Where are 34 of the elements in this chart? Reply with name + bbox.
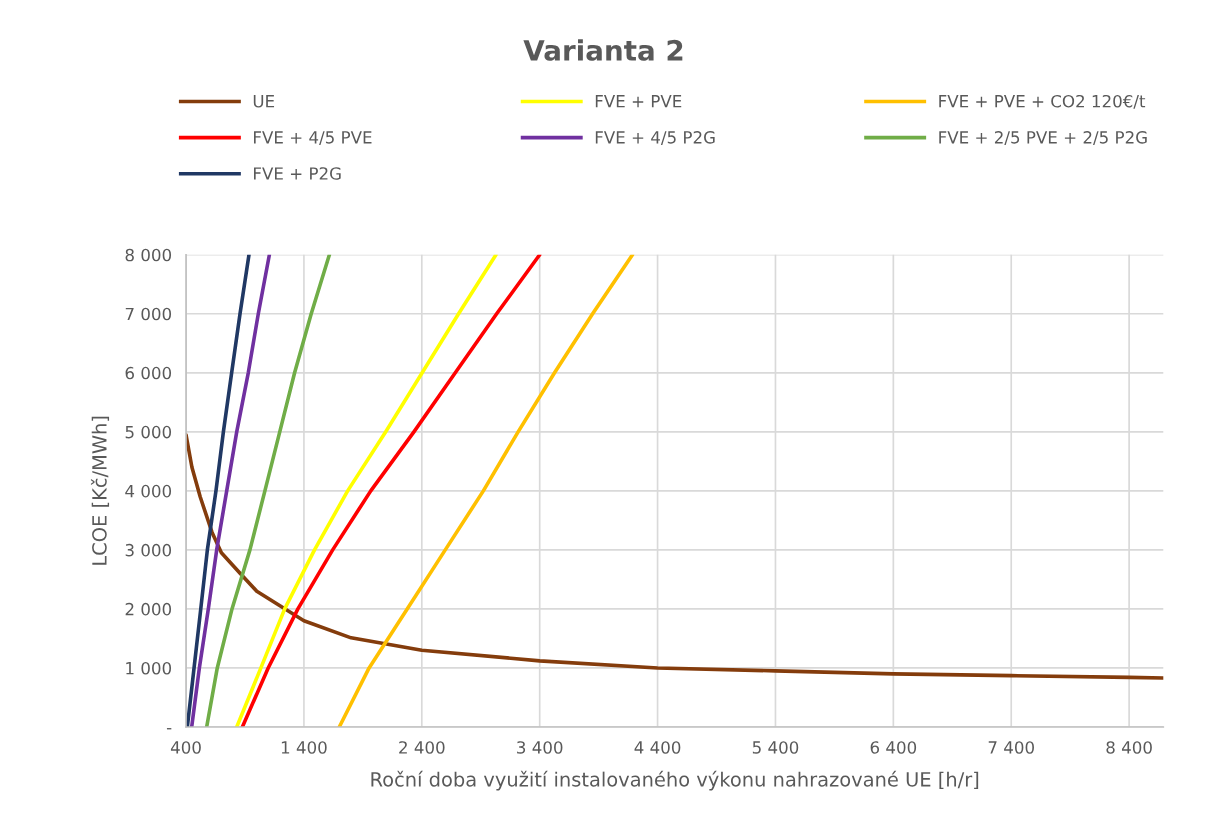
y-tick-label: 6 000: [125, 366, 172, 380]
line-series: [204, 254, 332, 727]
line-series: [337, 254, 635, 727]
y-tick-label: -: [166, 728, 172, 730]
x-tick-label: 5 400: [752, 741, 799, 754]
y-tick-label: 4 000: [125, 484, 172, 498]
y-axis-title: LCOE [Kč/MWh]: [90, 416, 110, 565]
y-tick-label: 8 000: [125, 248, 172, 262]
legend-label: FVE + 2/5 PVE + 2/5 P2G: [939, 131, 1147, 145]
y-tick-label: 5 000: [125, 425, 172, 439]
x-tick-label: 3 400: [517, 741, 563, 754]
legend-label: FVE + PVE: [595, 95, 682, 108]
legend-label: UE: [253, 95, 275, 108]
x-axis-title: Roční doba využití instalovaného výkonu nahrazované UE [h/r]: [371, 770, 979, 791]
x-tick-label: 6 400: [870, 741, 917, 754]
line-series: [234, 254, 498, 727]
x-tick-label: 2 400: [399, 741, 445, 754]
legend-label: FVE + 4/5 P2G: [595, 131, 715, 145]
line-series: [240, 254, 542, 727]
chart-title: Varianta 2: [523, 39, 683, 61]
line-series: [186, 432, 1164, 680]
y-tick-label: 3 000: [125, 543, 172, 557]
legend-label: FVE + PVE + CO2 120€/t: [939, 94, 1146, 109]
x-tick-label: 8 400: [1106, 741, 1152, 754]
y-tick-label: 2 000: [125, 602, 172, 616]
x-tick-label: 1 400: [281, 741, 327, 754]
legend-label: FVE + 4/5 PVE: [254, 131, 372, 145]
x-tick-label: 400: [170, 741, 201, 754]
x-tick-label: 4 400: [634, 741, 681, 754]
y-tick-label: 1 000: [126, 661, 172, 675]
x-tick-label: 7 400: [988, 741, 1034, 754]
legend-label: FVE + P2G: [254, 167, 341, 180]
y-tick-label: 7 000: [125, 307, 172, 321]
line-series: [189, 254, 272, 727]
